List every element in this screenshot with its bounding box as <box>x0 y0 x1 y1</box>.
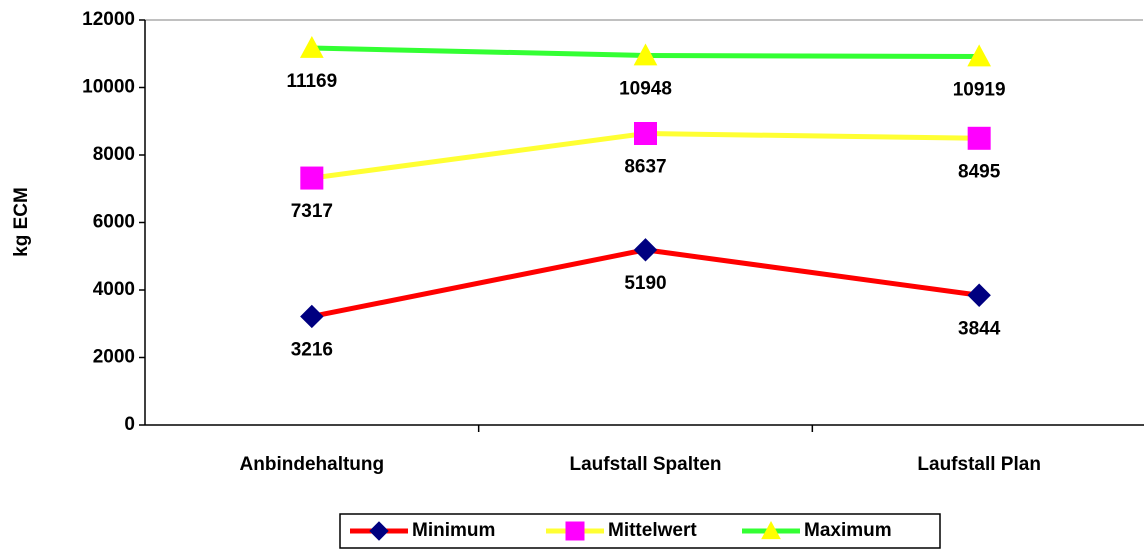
data-label: 3216 <box>291 339 333 360</box>
y-tick-label: 4000 <box>93 279 135 300</box>
legend-label: Mittelwert <box>608 520 697 541</box>
marker <box>634 122 657 146</box>
y-tick-label: 12000 <box>82 9 135 30</box>
y-axis-title: kg ECM <box>11 187 32 257</box>
data-label: 11169 <box>286 71 337 92</box>
legend-box <box>339 513 941 549</box>
data-label: 8495 <box>958 161 1001 182</box>
y-tick-label: 8000 <box>93 144 135 165</box>
legend-label: Maximum <box>804 520 892 541</box>
marker <box>299 35 324 58</box>
marker <box>633 43 658 66</box>
marker <box>967 126 991 150</box>
data-label: 5190 <box>624 273 666 294</box>
marker <box>300 166 324 190</box>
legend-label: Minimum <box>412 520 495 541</box>
y-tick-label: 10000 <box>82 77 135 98</box>
data-label: 3844 <box>958 318 1001 339</box>
y-tick-label: 6000 <box>93 212 135 233</box>
marker <box>967 44 992 67</box>
data-label: 7317 <box>291 201 333 222</box>
marker <box>967 283 991 307</box>
x-tick-label: Laufstall Spalten <box>569 454 721 475</box>
marker <box>300 304 324 329</box>
marker <box>369 521 389 541</box>
marker <box>761 520 781 540</box>
y-tick-label: 2000 <box>93 347 135 368</box>
marker <box>633 238 658 262</box>
x-tick-label: Laufstall Plan <box>917 454 1041 475</box>
data-label: 10919 <box>953 79 1006 100</box>
data-label: 10948 <box>619 79 672 100</box>
data-label: 8637 <box>624 157 666 178</box>
marker <box>565 521 585 541</box>
x-tick-label: Anbindehaltung <box>240 454 385 475</box>
y-tick-label: 0 <box>124 414 135 435</box>
